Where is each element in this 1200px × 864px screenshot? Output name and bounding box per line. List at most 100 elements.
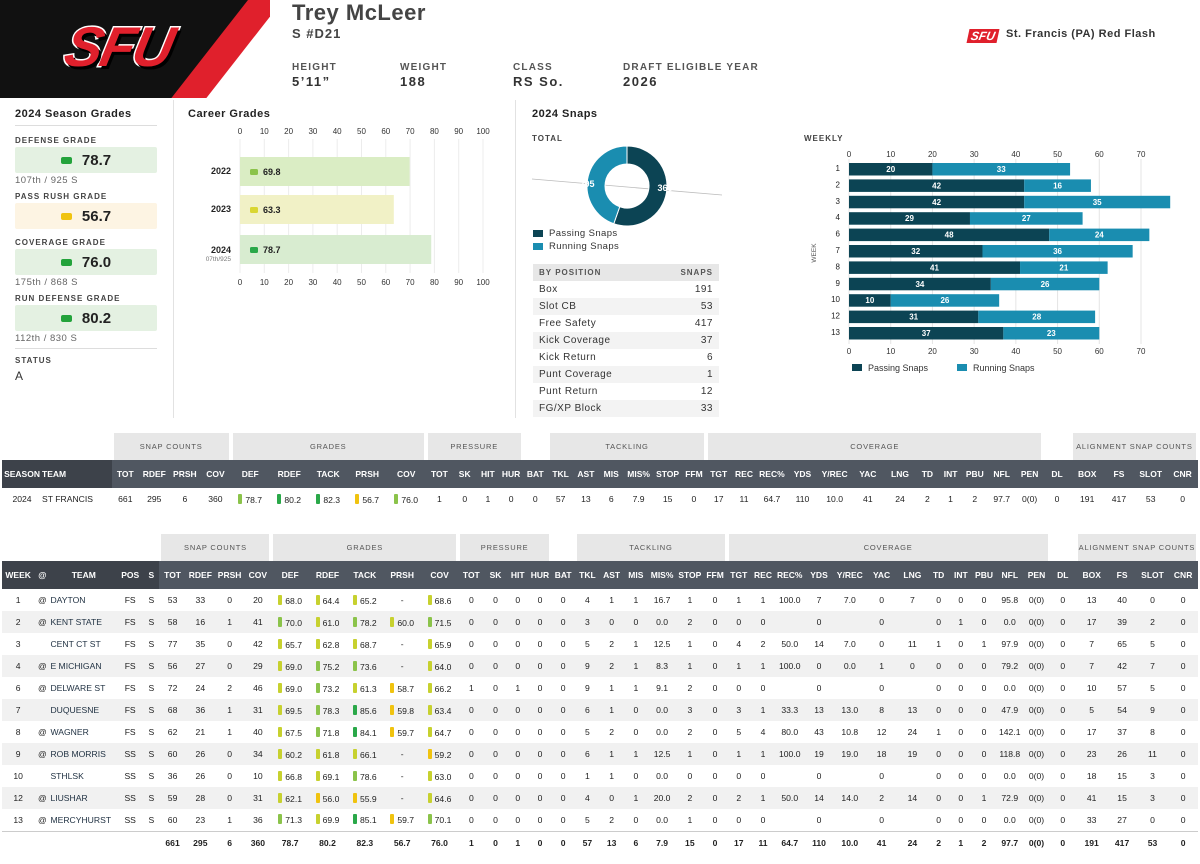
column-header[interactable]: REC% <box>756 460 788 488</box>
column-header[interactable]: LNG <box>897 561 928 589</box>
column-header[interactable]: POS <box>117 561 144 589</box>
column-header[interactable]: RDEF <box>308 561 347 589</box>
column-header[interactable]: TEAM <box>50 561 118 589</box>
column-header[interactable]: PRSH <box>169 460 201 488</box>
column-header[interactable]: HUR <box>499 460 523 488</box>
column-header[interactable]: CNR <box>1167 460 1198 488</box>
week-row[interactable]: 6 @ DELWARE ST FS S 72 24 2 46 69.0 73.2 61.3 58.7 66… <box>2 677 1198 699</box>
column-header[interactable]: DEF <box>271 561 309 589</box>
legend-passing-label: Passing Snaps <box>549 228 618 239</box>
column-header[interactable]: TOT <box>159 561 186 589</box>
column-header[interactable]: NFL <box>996 561 1024 589</box>
column-header[interactable]: COV <box>200 460 231 488</box>
column-header[interactable]: TKL <box>575 561 600 589</box>
column-header[interactable]: AST <box>573 460 599 488</box>
opponent-cell: STHLSK <box>50 771 84 781</box>
column-header[interactable]: YAC <box>865 561 898 589</box>
week-cell: 4 <box>736 639 742 649</box>
column-header[interactable]: DEF <box>230 460 270 488</box>
column-header[interactable]: Y/REC <box>817 460 852 488</box>
column-header[interactable]: BAT <box>522 460 548 488</box>
column-header[interactable]: REC% <box>775 561 805 589</box>
column-header[interactable]: WEEK <box>2 561 35 589</box>
column-header[interactable]: YAC <box>851 460 885 488</box>
column-header[interactable]: STOP <box>653 460 682 488</box>
column-header[interactable]: FFM <box>681 460 707 488</box>
column-header[interactable]: MIS% <box>623 460 654 488</box>
column-header[interactable]: MIS <box>623 561 648 589</box>
column-header[interactable]: INT <box>949 561 972 589</box>
column-header[interactable]: PRSH <box>214 561 245 589</box>
week-cell: - <box>400 595 404 605</box>
column-header[interactable]: BAT <box>551 561 576 589</box>
running-bar-value: 28 <box>1032 313 1041 322</box>
column-header[interactable]: TGT <box>706 460 732 488</box>
column-header[interactable]: REC <box>731 460 757 488</box>
column-header[interactable]: DL <box>1043 460 1071 488</box>
column-header[interactable]: SEASON <box>2 460 43 488</box>
column-header[interactable]: PBU <box>962 460 988 488</box>
column-header[interactable]: CNR <box>1168 561 1198 589</box>
column-header[interactable]: FFM <box>703 561 727 589</box>
column-header[interactable]: TKL <box>547 460 574 488</box>
column-header[interactable]: TD <box>915 460 939 488</box>
column-header[interactable]: RDEF <box>139 460 170 488</box>
week-row[interactable]: 8 @ WAGNER FS S 62 21 1 40 67.5 71.8 84.1 59.7 64.7 0 0… <box>2 721 1198 743</box>
column-header[interactable]: RDEF <box>269 460 309 488</box>
column-header[interactable]: TEAM <box>42 460 112 488</box>
column-header[interactable]: YDS <box>787 460 818 488</box>
column-header[interactable]: REC <box>750 561 776 589</box>
column-header[interactable]: SLOT <box>1134 460 1168 488</box>
column-header[interactable]: NFL <box>987 460 1016 488</box>
column-header[interactable]: TGT <box>726 561 751 589</box>
column-header[interactable]: PEN <box>1015 460 1044 488</box>
column-header[interactable]: COV <box>386 460 426 488</box>
column-header[interactable]: FS <box>1103 460 1135 488</box>
column-header[interactable]: SK <box>453 460 477 488</box>
column-header[interactable]: COV <box>244 561 272 589</box>
column-header[interactable]: RDEF <box>185 561 215 589</box>
column-header[interactable]: AST <box>599 561 624 589</box>
column-header[interactable]: BOX <box>1070 460 1104 488</box>
column-header[interactable]: MIS% <box>647 561 677 589</box>
column-header[interactable]: SLOT <box>1136 561 1169 589</box>
column-header[interactable]: PRSH <box>383 561 421 589</box>
column-header[interactable]: COV <box>420 561 459 589</box>
week-row[interactable]: 12 @ LIUSHAR SS S 59 28 0 31 62.1 56.0 55.9-64.6 0 0 0… <box>2 787 1198 809</box>
column-header[interactable]: YDS <box>804 561 834 589</box>
column-header[interactable]: PRSH <box>347 460 387 488</box>
column-header[interactable]: STOP <box>676 561 704 589</box>
column-header[interactable]: DL <box>1049 561 1076 589</box>
column-header[interactable]: PBU <box>971 561 997 589</box>
column-header[interactable]: TD <box>927 561 950 589</box>
week-row[interactable]: 1 @ DAYTON FS S 53 33 0 20 68.0 64.4 65.2 - 68.6 0 0 0 0 0… <box>2 589 1198 611</box>
column-header[interactable]: S <box>143 561 160 589</box>
column-header[interactable]: MIS <box>598 460 624 488</box>
column-header[interactable]: HIT <box>476 460 500 488</box>
week-cell: 23 <box>1075 743 1108 765</box>
week-row[interactable]: 9 @ ROB MORRIS SS S 60 26 0 34 60.2 61.8 66.1-59.2 0… <box>2 743 1198 765</box>
week-row[interactable]: 3 CENT CT ST FS S 77 35 0 42 65.7 62.8 68.7-65.9 0 0… <box>2 633 1198 655</box>
week-row[interactable]: 13 @ MERCYHURST SS S 60 23 1 36 71.3 69.9 85.1 59.7 7… <box>2 809 1198 831</box>
column-header[interactable]: TACK <box>346 561 384 589</box>
week-row[interactable]: 7 DUQUESNE FS S 68 36 1 31 69.5 78.3 85.6 59.8 63.4 0… <box>2 699 1198 721</box>
week-row[interactable]: 2 @ KENT STATE FS S 58 16 1 41 70.0 61.0 78.2 60.0 71… <box>2 611 1198 633</box>
column-header[interactable]: FS <box>1107 561 1137 589</box>
column-header[interactable]: Y/REC <box>833 561 866 589</box>
career-axis-tick-top: 0 <box>238 127 243 136</box>
week-cell: 78.3 <box>308 699 347 721</box>
column-header[interactable]: TOT <box>425 460 454 488</box>
column-header[interactable]: TOT <box>111 460 140 488</box>
column-header[interactable]: LNG <box>884 460 916 488</box>
column-header[interactable]: TOT <box>458 561 485 589</box>
column-header[interactable]: @ <box>34 561 51 589</box>
column-header[interactable]: HIT <box>506 561 529 589</box>
column-header[interactable]: TACK <box>308 460 348 488</box>
week-row[interactable]: 10 STHLSK SS S 36 26 0 10 66.8 69.1 78.6-63.0 0 0 0 0 0… <box>2 765 1198 787</box>
column-header[interactable]: SK <box>484 561 507 589</box>
column-header[interactable]: PEN <box>1023 561 1050 589</box>
column-header[interactable]: HUR <box>528 561 552 589</box>
column-header[interactable]: INT <box>938 460 963 488</box>
week-row[interactable]: 4 @ E MICHIGAN FS S 56 27 0 29 69.0 75.2 73.6-64.0 0… <box>2 655 1198 677</box>
column-header[interactable]: BOX <box>1075 561 1108 589</box>
